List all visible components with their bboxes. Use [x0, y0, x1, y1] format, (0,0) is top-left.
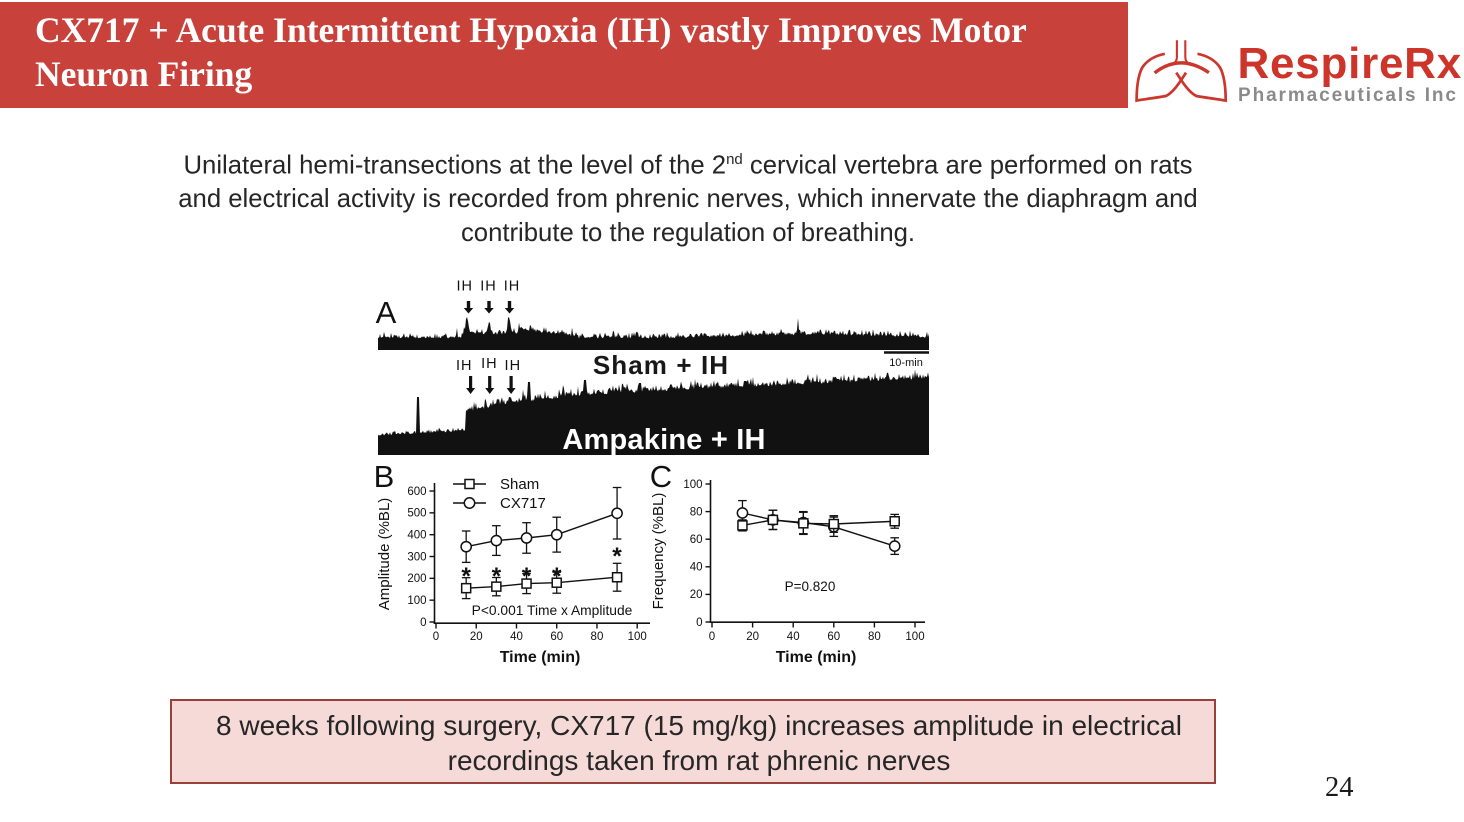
- svg-text:600: 600: [407, 486, 426, 498]
- svg-text:200: 200: [407, 573, 426, 585]
- svg-text:500: 500: [407, 508, 426, 520]
- svg-text:IH: IH: [504, 279, 521, 295]
- svg-text:Sham: Sham: [500, 476, 539, 493]
- svg-text:*: *: [522, 563, 532, 590]
- svg-text:*: *: [552, 563, 562, 590]
- svg-text:0: 0: [433, 631, 439, 643]
- svg-text:C: C: [650, 459, 672, 494]
- svg-text:IH: IH: [456, 279, 473, 295]
- svg-text:0: 0: [709, 631, 715, 643]
- svg-text:Pharmaceuticals Inc: Pharmaceuticals Inc: [1238, 85, 1458, 106]
- svg-text:40: 40: [510, 631, 523, 643]
- svg-text:P=0.820: P=0.820: [785, 579, 836, 594]
- svg-text:100: 100: [683, 479, 702, 491]
- svg-text:RespireRx: RespireRx: [1238, 39, 1462, 88]
- svg-text:10-min: 10-min: [889, 357, 923, 369]
- svg-text:0: 0: [420, 617, 426, 629]
- svg-text:A: A: [376, 295, 397, 330]
- svg-text:Ampakine + IH: Ampakine + IH: [562, 424, 765, 456]
- svg-text:100: 100: [905, 631, 924, 643]
- svg-text:Time (min): Time (min): [776, 649, 857, 666]
- svg-text:400: 400: [407, 529, 426, 541]
- svg-text:80: 80: [690, 506, 703, 518]
- svg-text:80: 80: [868, 631, 881, 643]
- svg-text:Amplitude (%BL): Amplitude (%BL): [376, 498, 393, 611]
- svg-text:100: 100: [407, 595, 426, 607]
- svg-text:IH: IH: [480, 279, 497, 295]
- svg-text:20: 20: [690, 589, 703, 601]
- svg-text:0: 0: [696, 617, 702, 629]
- svg-text:IH: IH: [456, 358, 473, 374]
- svg-text:60: 60: [690, 534, 703, 546]
- svg-text:60: 60: [550, 631, 563, 643]
- svg-text:80: 80: [591, 631, 604, 643]
- svg-text:*: *: [461, 563, 471, 590]
- svg-text:B: B: [374, 459, 395, 494]
- svg-text:100: 100: [628, 631, 647, 643]
- svg-text:*: *: [612, 543, 622, 570]
- svg-text:IH: IH: [481, 356, 498, 372]
- svg-text:40: 40: [787, 631, 800, 643]
- svg-text:IH: IH: [505, 358, 522, 374]
- svg-text:Time (min): Time (min): [500, 649, 581, 666]
- svg-text:*: *: [492, 563, 502, 590]
- svg-text:Frequency (%BL): Frequency (%BL): [650, 493, 667, 610]
- svg-text:Sham + IH: Sham + IH: [593, 350, 729, 380]
- svg-text:20: 20: [746, 631, 759, 643]
- svg-text:CX717: CX717: [500, 495, 546, 512]
- svg-text:300: 300: [407, 551, 426, 563]
- svg-text:P<0.001 Time x Amplitude: P<0.001 Time x Amplitude: [472, 603, 633, 618]
- svg-text:20: 20: [470, 631, 483, 643]
- svg-text:60: 60: [827, 631, 840, 643]
- svg-text:40: 40: [690, 562, 703, 574]
